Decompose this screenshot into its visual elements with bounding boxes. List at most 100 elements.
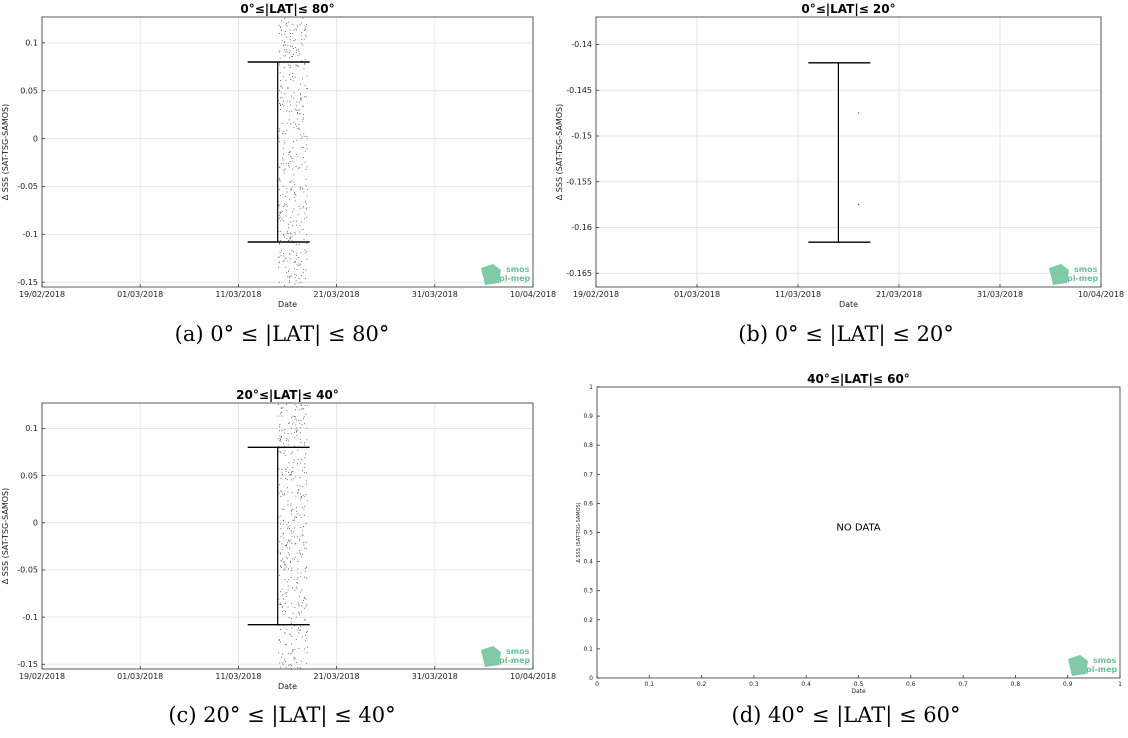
data-point [280,566,282,567]
data-point [293,657,295,659]
data-point [304,648,306,650]
data-point [302,105,304,107]
data-point [287,552,289,554]
y-tick-label: 0.9 [583,413,593,420]
data-point [300,626,302,628]
data-point [286,403,288,405]
x-tick-label: 10/04/2018 [1078,290,1124,299]
data-point [285,611,287,612]
data-point [305,269,307,271]
data-point [299,113,301,115]
data-point [306,251,308,253]
data-point [294,260,296,262]
data-point [304,567,306,569]
data-point [296,220,297,222]
data-point [305,144,307,146]
data-point [306,88,308,90]
data-point [289,49,291,51]
data-point [279,57,281,59]
plot-area-frame [41,402,534,670]
data-point [304,28,306,30]
data-point [282,594,284,596]
data-point [293,558,295,560]
data-point [305,26,307,28]
data-point [294,277,296,279]
data-point [295,639,297,640]
data-point [286,524,288,526]
data-point [294,527,296,529]
data-point [298,65,300,67]
data-point [305,635,306,636]
data-point [283,561,285,563]
data-point [280,91,282,93]
data-point [301,22,303,24]
data-point [278,137,280,139]
data-point [278,256,280,258]
data-point [286,122,288,124]
data-point [287,504,289,506]
data-point [281,40,283,42]
y-tick-label: 0.1 [25,424,38,433]
data-point [281,611,283,613]
logo-text-pimep: pi-mep [1086,665,1118,674]
data-point [283,494,285,496]
data-point [295,419,297,421]
data-point [290,667,292,669]
plot-area-frame [595,16,1102,288]
data-point [304,576,305,578]
data-point [857,112,860,114]
data-point [297,582,298,584]
data-point [296,264,298,266]
data-point [280,411,282,413]
data-point [284,258,286,260]
data-point [297,118,299,120]
data-point [279,447,281,449]
data-point [284,41,286,43]
data-point [281,218,283,220]
data-point [298,167,300,169]
data-point [300,576,302,578]
data-point [305,541,307,543]
data-point [295,543,297,545]
data-point [292,650,294,652]
data-point [297,488,299,490]
data-point [293,536,295,538]
data-point [294,268,296,270]
data-point [293,122,295,123]
data-point [299,427,301,428]
data-point [289,474,291,476]
data-point [297,113,298,115]
data-point [279,178,281,179]
data-point [286,130,288,132]
y-tick-label: -0.05 [17,566,38,575]
data-point [284,568,286,570]
data-point [294,648,296,650]
data-point [281,96,283,98]
data-point [285,55,287,57]
data-point [280,603,282,605]
data-point [278,243,280,245]
data-point [287,88,289,90]
data-point [278,603,280,605]
data-point [297,667,299,668]
data-point [294,404,296,406]
data-point [292,471,294,473]
x-tick-label: 0.8 [1011,681,1021,688]
data-point [295,280,297,282]
data-point [298,101,300,103]
data-point [286,36,288,38]
data-point [279,523,281,525]
data-point [277,100,279,102]
data-point [279,189,281,191]
x-tick-label: 0.9 [1063,681,1073,688]
data-point [294,231,296,233]
data-point [279,440,281,442]
data-point [297,112,298,114]
data-point [304,442,305,444]
data-point [297,55,299,57]
data-point [305,96,307,98]
data-point [285,23,287,24]
data-point [303,38,305,40]
x-tick-label: 11/03/2018 [215,672,261,681]
data-point [292,23,294,25]
